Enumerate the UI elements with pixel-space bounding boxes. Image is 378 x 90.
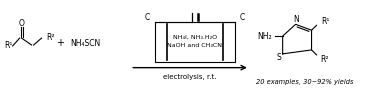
- Text: N: N: [294, 15, 299, 24]
- Text: C: C: [145, 13, 150, 22]
- Text: NH₄SCN: NH₄SCN: [70, 39, 101, 48]
- Text: R²: R²: [46, 33, 55, 42]
- Text: O: O: [19, 19, 25, 28]
- Text: R¹: R¹: [322, 17, 330, 26]
- Text: NH₄I, NH₃.H₂O: NH₄I, NH₃.H₂O: [173, 35, 217, 40]
- Text: S: S: [276, 53, 281, 62]
- Text: NH₂: NH₂: [257, 32, 272, 41]
- Text: 20 examples, 30~92% yields: 20 examples, 30~92% yields: [256, 79, 353, 85]
- Text: R²: R²: [321, 55, 329, 64]
- Text: +: +: [56, 38, 65, 48]
- Text: C: C: [240, 13, 245, 22]
- Bar: [155, 22, 235, 62]
- Text: R¹: R¹: [5, 41, 13, 50]
- Text: electrolysis, r.t.: electrolysis, r.t.: [163, 74, 217, 79]
- Text: NaOH and CH₃CN: NaOH and CH₃CN: [167, 42, 223, 48]
